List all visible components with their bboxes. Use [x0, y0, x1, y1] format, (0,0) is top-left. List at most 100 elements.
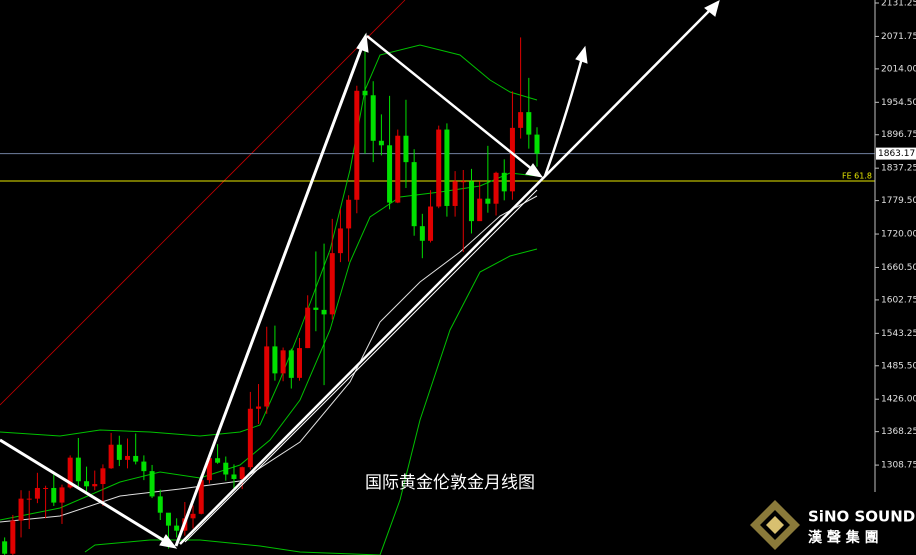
candle-body	[256, 406, 262, 409]
arrow	[543, 57, 584, 177]
candle-body	[403, 135, 409, 163]
candle-body	[59, 487, 65, 503]
candle-body	[468, 181, 474, 222]
candle-body	[518, 112, 524, 128]
y-tick-label: 1837.25	[881, 164, 916, 174]
candle-body	[526, 112, 532, 135]
y-tick-label: 2014.00	[881, 64, 916, 74]
candle-body	[313, 307, 319, 310]
candles	[2, 34, 540, 555]
candle-body	[10, 520, 16, 554]
arrowhead	[159, 534, 178, 549]
candle-body	[296, 348, 302, 378]
y-tick-label: 1954.50	[881, 98, 916, 108]
y-tick-label: 1308.75	[881, 461, 916, 471]
y-tick-label: 1426.00	[881, 395, 916, 405]
candle-body	[2, 541, 8, 554]
candle-body	[239, 467, 245, 479]
y-tick-label: 1896.75	[881, 130, 916, 140]
candle-body	[223, 462, 229, 475]
candle-body	[370, 95, 376, 141]
moving-average	[0, 195, 538, 523]
candle-body	[26, 498, 32, 500]
candle-body	[354, 90, 360, 200]
y-tick-label: 1543.25	[881, 329, 916, 339]
annotations	[0, 0, 720, 549]
candle-body	[149, 471, 155, 497]
arrowhead	[575, 45, 588, 64]
bollinger-middle	[0, 172, 538, 521]
fe-label: FE 61.8	[842, 172, 872, 181]
logo-name: SiNO SOUND	[808, 508, 915, 526]
logo: SiNO SOUND 漢 聲 集 團	[745, 492, 916, 555]
candle-body	[174, 525, 180, 531]
candle-body	[509, 127, 515, 192]
candle-body	[190, 513, 196, 519]
candle-body	[460, 181, 466, 183]
candle-body	[280, 350, 286, 374]
channel-line	[0, 0, 406, 406]
candle-body	[501, 172, 507, 192]
candle-body	[84, 481, 90, 487]
candle-body	[272, 346, 278, 374]
arrow	[174, 43, 365, 547]
candle-body	[231, 474, 237, 479]
candle-body	[247, 408, 253, 468]
arrow	[0, 438, 169, 545]
candle-body	[485, 198, 491, 204]
arrowhead	[525, 163, 544, 178]
candle-body	[477, 198, 483, 222]
arrow	[366, 35, 534, 171]
candle-body	[133, 455, 139, 462]
plot-area	[0, 0, 875, 555]
candle-body	[165, 512, 171, 526]
bollinger-upper	[0, 44, 538, 437]
candle-body	[411, 162, 417, 227]
candle-body	[198, 480, 204, 514]
candle-body	[436, 129, 442, 207]
candle-body	[395, 135, 401, 203]
candle-body	[444, 129, 450, 206]
logo-subtitle: 漢 聲 集 團	[808, 529, 879, 546]
candle-body	[67, 457, 73, 488]
y-tick-label: 1660.50	[881, 263, 916, 273]
candle-body	[125, 455, 130, 460]
candle-body	[43, 487, 49, 489]
candle-body	[419, 226, 425, 241]
candle-body	[452, 181, 458, 206]
candle-body	[288, 350, 294, 378]
candle-body	[329, 253, 335, 315]
candle-body	[428, 206, 434, 241]
y-tick-label: 1602.75	[881, 295, 916, 305]
candle-body	[116, 444, 122, 460]
candle-body	[34, 487, 40, 499]
candle-body	[346, 199, 352, 229]
y-tick-label: 1368.25	[881, 427, 916, 437]
y-tick-label: 2131.25	[881, 0, 916, 9]
arrowhead	[704, 0, 720, 17]
candle-body	[215, 458, 221, 463]
y-tick-label: 1779.50	[881, 196, 916, 206]
y-tick-label: 1720.00	[881, 230, 916, 240]
candle-body	[108, 444, 114, 469]
candle-body	[51, 487, 57, 503]
candle-body	[493, 172, 499, 204]
candle-body	[387, 145, 393, 203]
trend-line	[184, 189, 538, 543]
candle-body	[305, 307, 311, 349]
candle-body	[92, 484, 98, 487]
candle-body	[18, 498, 24, 521]
y-tick-label: 2071.75	[881, 32, 916, 42]
candle-body	[264, 346, 270, 407]
y-axis: 2131.25 2071.75 2014.00 1954.50 1896.75 1837.…	[875, 0, 916, 536]
candle-body	[206, 458, 212, 481]
arrowhead	[356, 32, 369, 53]
candle-body	[141, 461, 147, 472]
trend-line	[179, 7, 713, 545]
candle-body	[75, 457, 81, 482]
logo-mark	[766, 516, 784, 534]
candle-body	[362, 90, 368, 96]
bollinger-lower	[84, 248, 538, 555]
